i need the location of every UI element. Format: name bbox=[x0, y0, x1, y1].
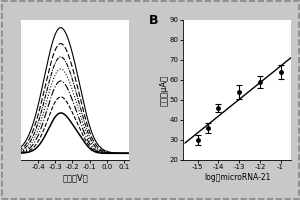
Y-axis label: 电流（μA）: 电流（μA） bbox=[159, 74, 168, 106]
Text: B: B bbox=[148, 14, 158, 27]
X-axis label: 电压（V）: 电压（V） bbox=[62, 173, 88, 182]
X-axis label: log（microRNA-21: log（microRNA-21 bbox=[204, 173, 270, 182]
